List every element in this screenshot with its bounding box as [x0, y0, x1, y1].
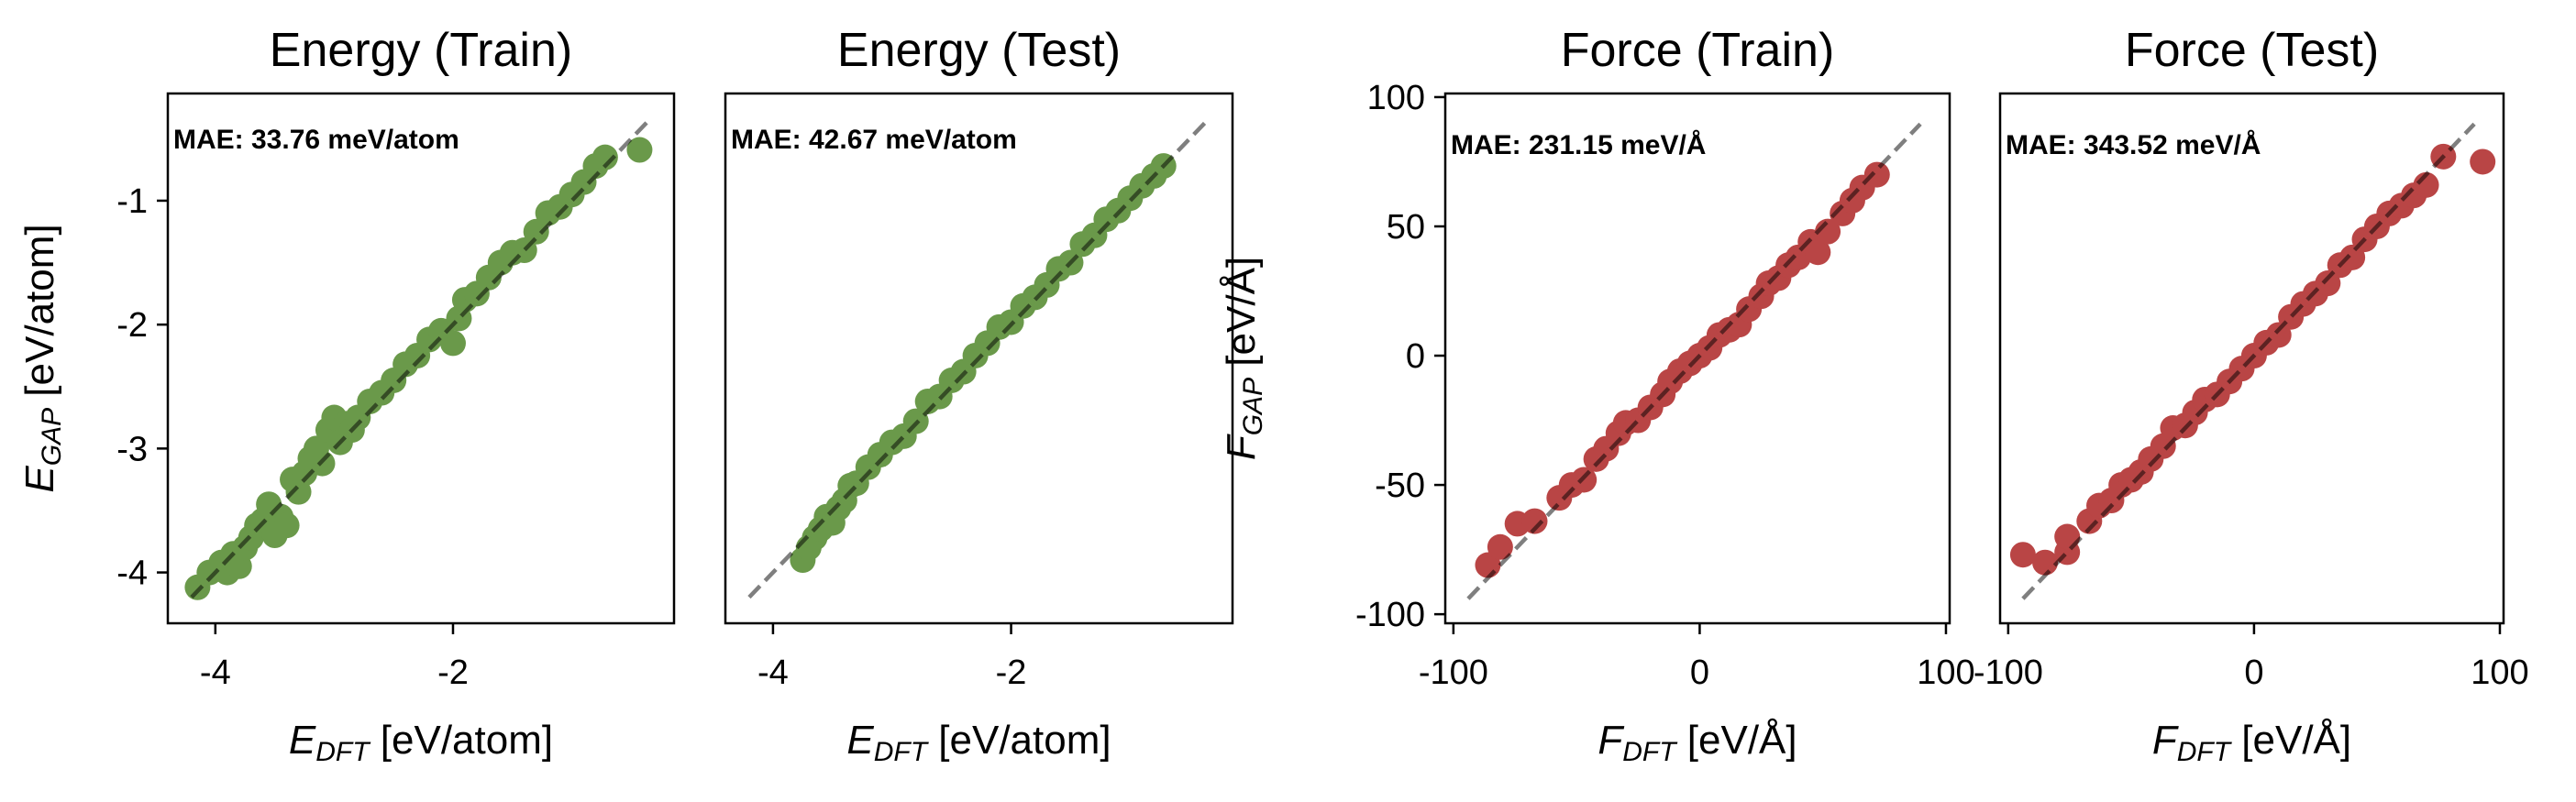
- x-tick-label: -100: [1973, 654, 2043, 692]
- subplot-title: Force (Test): [2125, 24, 2379, 77]
- x-tick-label: 0: [2244, 654, 2263, 692]
- x-tick-label: -4: [200, 654, 231, 692]
- subplot-title: Energy (Test): [837, 24, 1121, 77]
- y-tick-label: -3: [116, 430, 148, 468]
- y-axis-label: EGAP [eV/atom]: [17, 224, 67, 492]
- parity-line: [190, 121, 648, 599]
- data-point: [591, 144, 618, 170]
- y-tick-label: 100: [1367, 79, 1425, 117]
- x-tick-label: 100: [1917, 654, 1974, 692]
- mae-annotation: MAE: 231.15 meV/Å: [1451, 130, 1706, 160]
- x-tick-label: -4: [757, 654, 789, 692]
- x-tick-label: 100: [2471, 654, 2528, 692]
- data-point: [1487, 533, 1513, 560]
- x-axis-label-symbol: E: [289, 718, 316, 763]
- y-tick-label: -50: [1375, 467, 1425, 505]
- scatter-points: [790, 153, 1177, 574]
- plot-frame: [1998, 92, 2505, 625]
- x-axis-label-unit: [eV/atom]: [370, 718, 554, 763]
- y-axis-label-subscript: GAP: [1238, 378, 1268, 435]
- y-axis-label-subscript: GAP: [37, 408, 67, 466]
- data-point: [2470, 148, 2496, 175]
- subplot-title: Force (Train): [1561, 24, 1835, 77]
- data-point: [2009, 542, 2036, 568]
- x-axis-label-unit: [eV/Å]: [2230, 718, 2351, 763]
- subplot-2: Energy (Test) MAE: 42.67 meV/atom -4 -2 EDFT…: [724, 24, 1234, 767]
- y-tick-label: -2: [116, 306, 148, 345]
- x-axis-label-symbol: F: [2152, 718, 2179, 763]
- plot-frame: [1443, 92, 1951, 625]
- y-axis-label: FGAP [eV/Å]: [1219, 257, 1268, 460]
- x-axis-label-unit: [eV/Å]: [1676, 718, 1797, 763]
- y-tick-label: 0: [1406, 337, 1425, 376]
- data-point: [2032, 549, 2059, 576]
- y-tick-label: 50: [1387, 208, 1425, 247]
- y-axis-label-symbol: F: [1219, 434, 1264, 460]
- x-axis-label: FDFT [eV/Å]: [2152, 718, 2351, 767]
- parity-line: [1466, 122, 1922, 600]
- x-tick-label: -2: [437, 654, 469, 692]
- y-axis-label-unit: [eV/Å]: [1219, 257, 1264, 378]
- x-axis-label-subscript: DFT: [874, 737, 930, 767]
- x-axis-label-unit: [eV/atom]: [927, 718, 1111, 763]
- plot-frame: [166, 92, 676, 625]
- data-point: [2339, 244, 2366, 270]
- subplot-1: Energy (Train) MAE: 33.76 meV/atom -4 -2 -1 -…: [17, 24, 676, 767]
- x-axis-label: EDFT [eV/atom]: [846, 718, 1111, 767]
- parity-line: [2021, 122, 2476, 600]
- x-axis-label-subscript: DFT: [2177, 737, 2233, 767]
- x-axis-label-symbol: F: [1598, 718, 1624, 763]
- x-axis-label-subscript: DFT: [315, 737, 371, 767]
- x-axis-label: EDFT [eV/atom]: [289, 718, 553, 767]
- subplot-4: Force (Test) MAE: 343.52 meV/Å -100 0 100 FDF…: [1973, 24, 2529, 767]
- parity-line: [747, 121, 1207, 599]
- y-axis-label-unit: [eV/atom]: [17, 224, 62, 408]
- data-point: [2265, 322, 2292, 348]
- data-point: [2315, 270, 2341, 297]
- x-tick-label: -2: [996, 654, 1027, 692]
- data-point: [626, 137, 653, 163]
- data-point: [1521, 508, 1548, 534]
- x-axis-label-symbol: E: [846, 718, 874, 763]
- data-point: [1805, 239, 1831, 266]
- plot-frame: [724, 92, 1234, 625]
- mae-annotation: MAE: 33.76 meV/atom: [173, 125, 459, 155]
- subplot-title: Energy (Train): [270, 24, 572, 77]
- x-axis-label-subscript: DFT: [1622, 737, 1678, 767]
- y-tick-label: -1: [116, 182, 148, 221]
- data-point: [273, 512, 300, 539]
- mae-annotation: MAE: 343.52 meV/Å: [2006, 130, 2261, 160]
- subplot-3: Force (Train) MAE: 231.15 meV/Å -100 0 100 10…: [1219, 24, 1975, 767]
- data-point: [1863, 161, 1890, 188]
- mae-annotation: MAE: 42.67 meV/atom: [731, 125, 1017, 155]
- y-axis-label-symbol: E: [17, 466, 62, 493]
- y-tick-label: -100: [1355, 596, 1425, 634]
- data-point: [523, 218, 549, 245]
- x-axis-label: FDFT [eV/Å]: [1598, 718, 1797, 767]
- y-tick-label: -4: [116, 555, 148, 593]
- x-tick-label: -100: [1419, 654, 1488, 692]
- x-tick-label: 0: [1690, 654, 1709, 692]
- data-point: [439, 330, 466, 357]
